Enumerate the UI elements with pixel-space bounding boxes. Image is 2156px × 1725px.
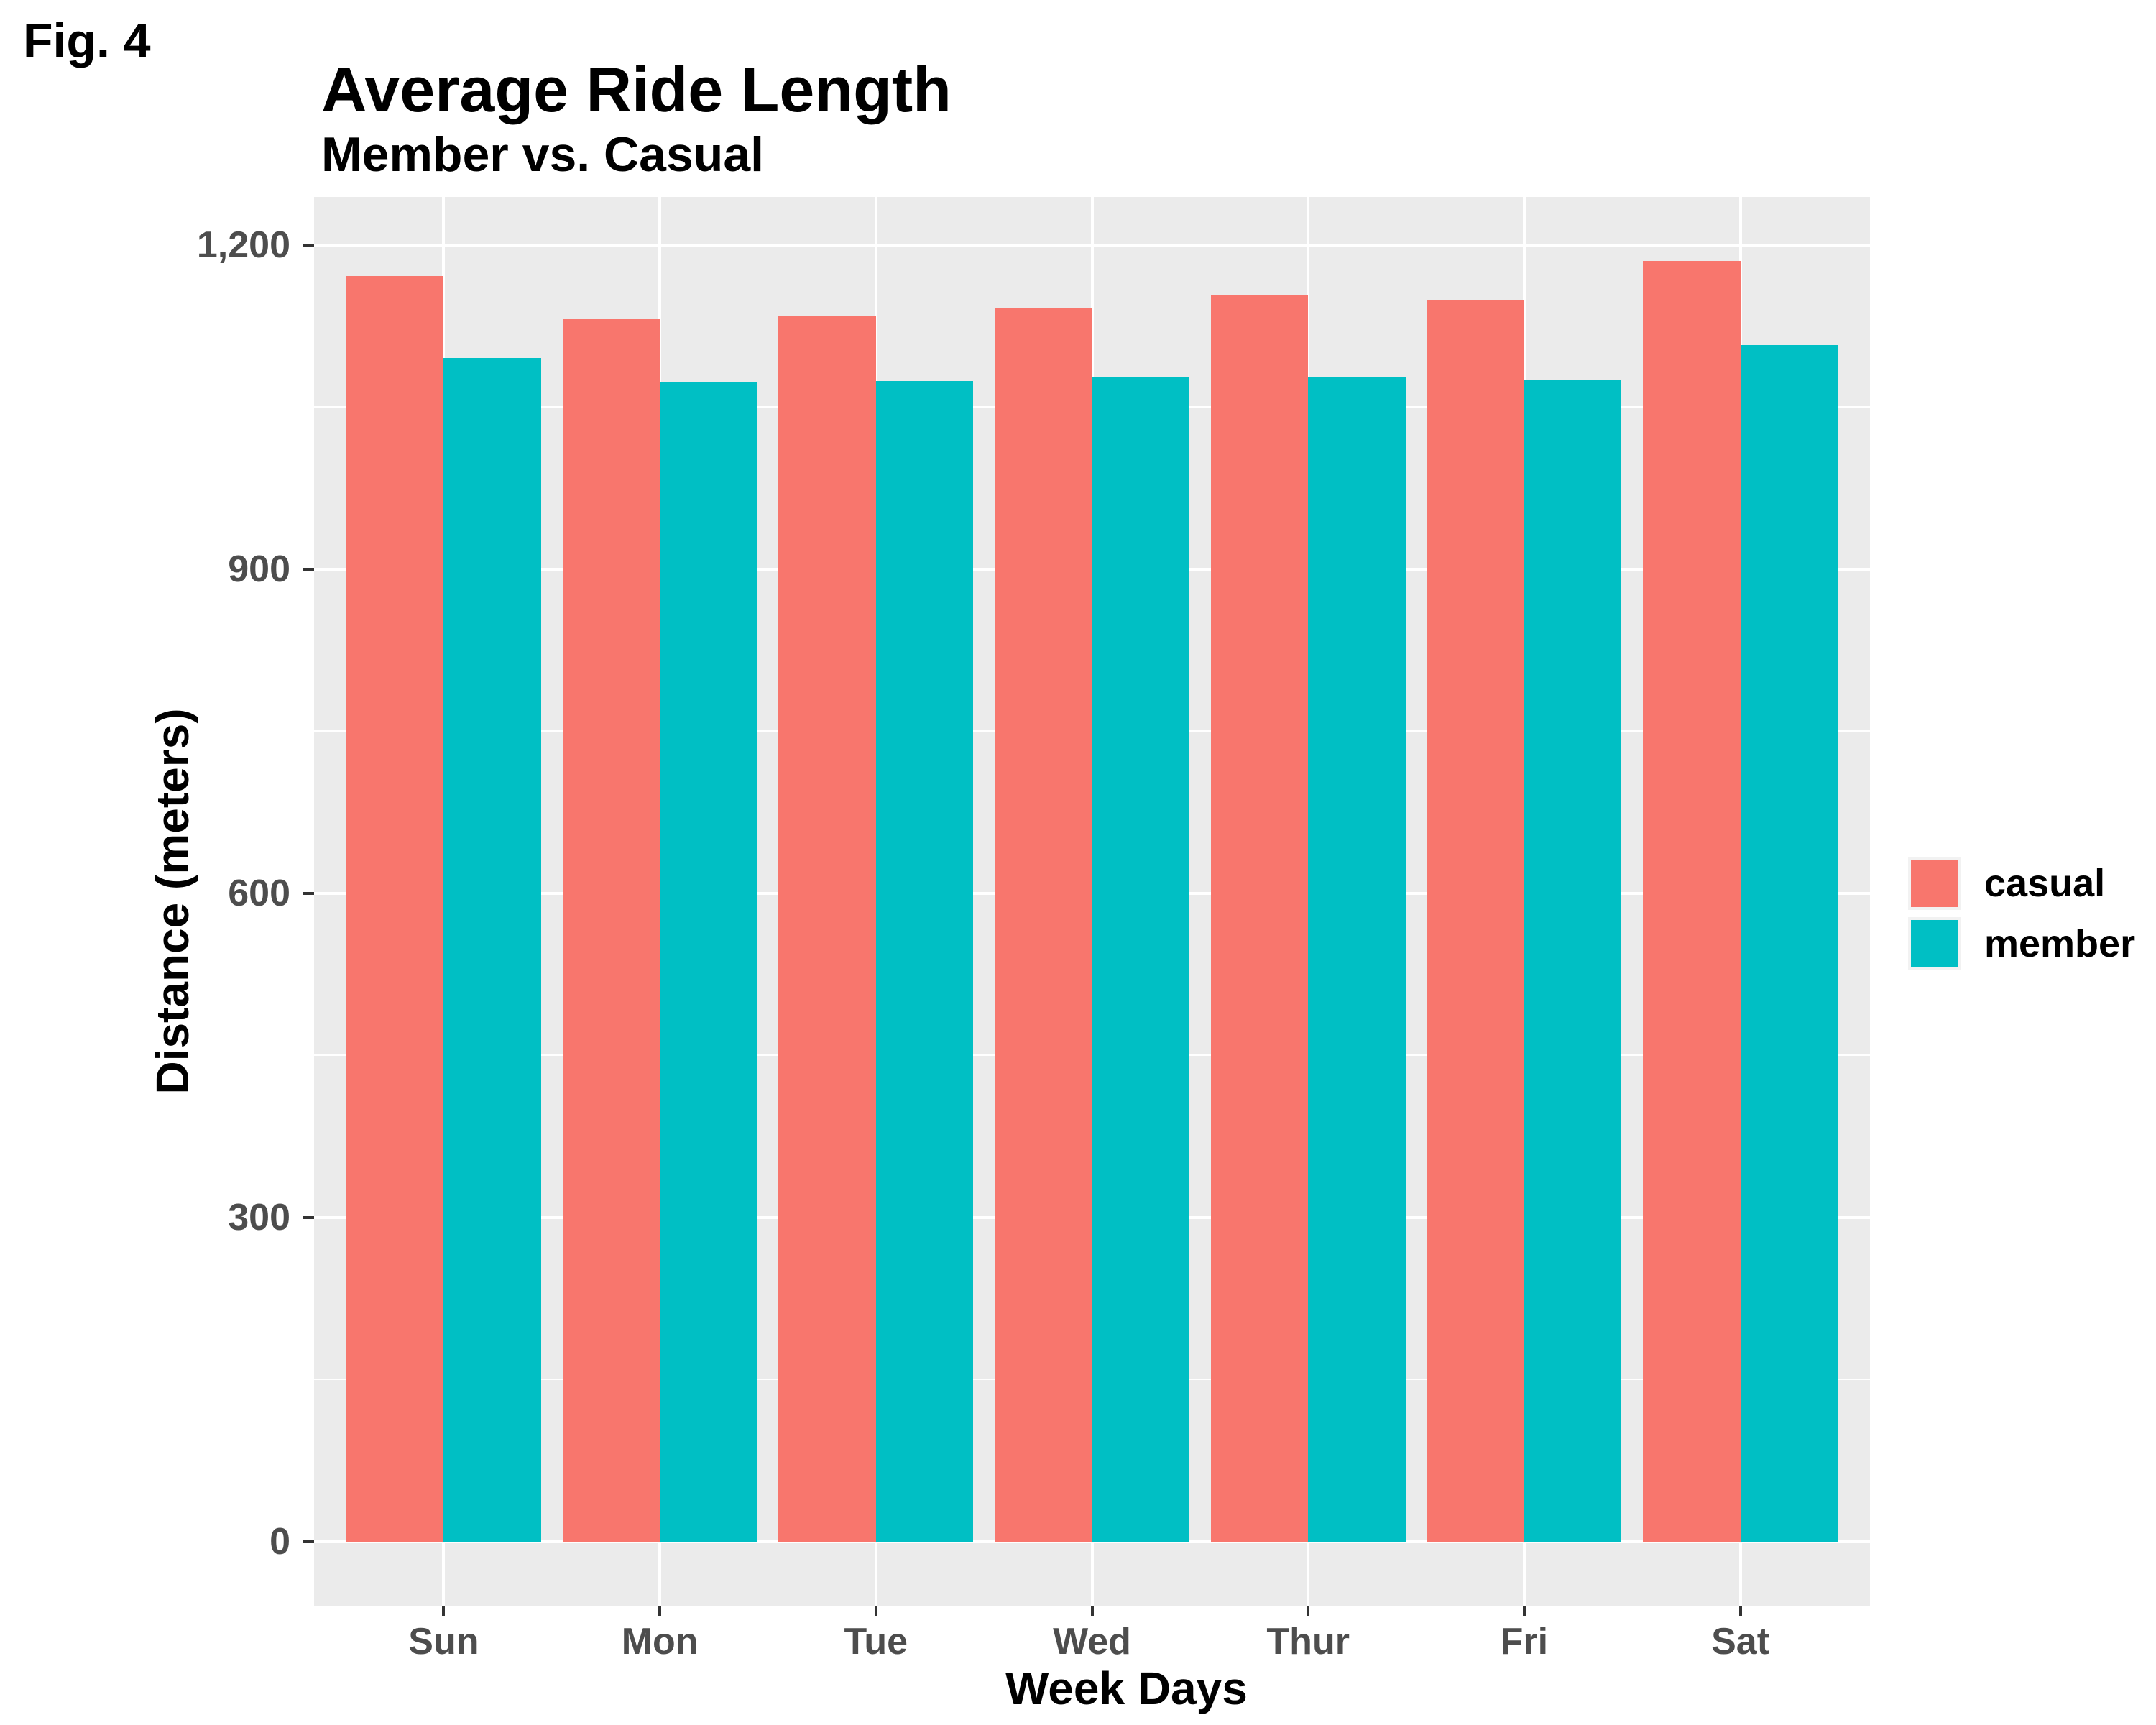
- y-tick-label-900: 900: [228, 548, 290, 590]
- x-tick-label-Mon: Mon: [621, 1621, 699, 1662]
- x-tick-label-Thur: Thur: [1266, 1621, 1350, 1662]
- legend-label-member: member: [1984, 922, 2136, 965]
- bar-member-Tue: [875, 380, 974, 1542]
- bar-casual-Wed: [995, 307, 1092, 1542]
- x-axis-title: Week Days: [1005, 1662, 1248, 1714]
- y-tick-label-300: 300: [228, 1196, 290, 1238]
- bar-member-Wed: [1092, 376, 1189, 1542]
- x-tick-Sat: [1738, 1606, 1742, 1616]
- figure-label: Fig. 4: [23, 14, 151, 68]
- bar-casual-Mon: [562, 319, 660, 1542]
- bar-member-Sat: [1740, 345, 1838, 1542]
- bar-casual-Sat: [1643, 261, 1741, 1542]
- x-tick-label-Fri: Fri: [1500, 1621, 1549, 1662]
- legend-item-casual: casual: [1908, 857, 2135, 910]
- legend-label-casual: casual: [1984, 862, 2106, 905]
- x-tick-Thur: [1307, 1606, 1310, 1616]
- x-tick-Mon: [658, 1606, 662, 1616]
- x-tick-label-Sun: Sun: [408, 1621, 479, 1662]
- bar-casual-Sun: [346, 276, 444, 1542]
- bar-casual-Tue: [778, 316, 876, 1542]
- y-tick-label-1200: 1,200: [196, 224, 290, 266]
- bar-member-Fri: [1524, 380, 1622, 1542]
- x-tick-label-Tue: Tue: [844, 1621, 908, 1662]
- plot-panel: [314, 197, 1870, 1606]
- bar-member-Thur: [1308, 376, 1406, 1542]
- chart-title: Average Ride Length: [321, 54, 952, 125]
- bar-member-Mon: [660, 382, 757, 1542]
- x-tick-Sun: [442, 1606, 446, 1616]
- y-tick-600: [303, 891, 314, 895]
- y-tick-label-0: 0: [270, 1520, 290, 1563]
- legend-swatch-member: [1911, 920, 1958, 967]
- y-tick-1200: [303, 243, 314, 247]
- x-tick-label-Sat: Sat: [1711, 1621, 1770, 1662]
- legend: casual member: [1908, 857, 2135, 970]
- x-tick-Tue: [874, 1606, 877, 1616]
- y-tick-900: [303, 567, 314, 571]
- bar-member-Sun: [443, 358, 541, 1542]
- x-tick-Fri: [1522, 1606, 1526, 1616]
- chart-subtitle: Member vs. Casual: [321, 127, 765, 182]
- y-tick-300: [303, 1215, 314, 1219]
- y-tick-0: [303, 1540, 314, 1543]
- bar-casual-Thur: [1210, 295, 1309, 1542]
- bar-casual-Fri: [1427, 300, 1524, 1542]
- legend-swatch-casual: [1911, 860, 1958, 907]
- x-tick-label-Wed: Wed: [1053, 1621, 1131, 1662]
- y-tick-label-600: 600: [228, 872, 290, 914]
- x-tick-Wed: [1090, 1606, 1094, 1616]
- legend-item-member: member: [1908, 917, 2135, 970]
